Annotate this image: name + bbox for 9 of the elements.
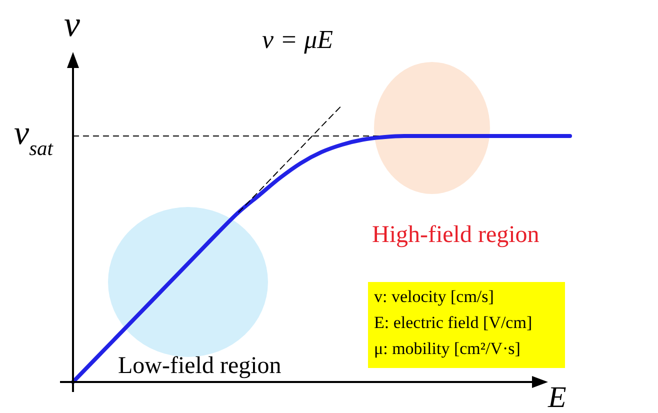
- text: v = μE: [262, 25, 334, 54]
- y-axis-title: v: [64, 4, 80, 44]
- annotation: High-field region: [372, 222, 540, 248]
- ref-line-label: v$_{sat}$: [14, 115, 54, 160]
- annotation: v: velocity [cm/s]: [374, 287, 494, 306]
- x-axis-title: E: [547, 381, 566, 413]
- annotation: μ: mobility [cm²/V·s]: [374, 339, 520, 358]
- annotation: Low-field region: [118, 353, 282, 379]
- annotation: E: electric field [V/cm]: [374, 313, 532, 332]
